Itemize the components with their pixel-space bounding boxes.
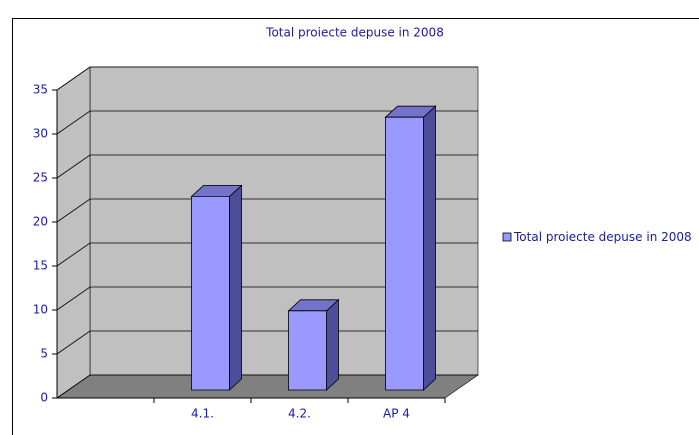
- bar: [287, 298, 340, 391]
- y-tick-label: 20: [33, 215, 48, 229]
- grid-line: [56, 242, 478, 267]
- y-tick-label: 0: [40, 391, 48, 405]
- legend-label: Total proiecte depuse in 2008: [514, 230, 692, 244]
- y-tick-label: 5: [40, 347, 48, 361]
- bar-front: [385, 116, 424, 391]
- y-tick-label: 25: [33, 171, 48, 185]
- grid-line: [56, 374, 478, 399]
- bar-side: [229, 184, 242, 391]
- grid-line: [56, 198, 478, 223]
- grid-line: [56, 330, 478, 355]
- grid-line: [56, 110, 478, 135]
- bar-side: [423, 105, 436, 391]
- y-tick-label: 15: [33, 259, 48, 273]
- grid-line: [56, 286, 478, 311]
- grid-line: [56, 154, 478, 179]
- bar: [384, 105, 437, 391]
- y-tick-label: 35: [33, 83, 48, 97]
- y-tick-label: 30: [33, 127, 48, 141]
- legend-swatch: [502, 232, 512, 242]
- x-tick-label: 4.2.: [288, 407, 311, 421]
- side-wall: [56, 66, 91, 399]
- x-tick-label: AP 4: [383, 407, 410, 421]
- bar-side: [326, 298, 339, 391]
- chart-title: Total proiecte depuse in 2008: [265, 26, 444, 40]
- y-tick-label: 10: [33, 303, 48, 317]
- grid-line: [56, 66, 478, 91]
- bar-front: [288, 310, 327, 391]
- x-tick-label: 4.1.: [191, 407, 214, 421]
- bar: [190, 184, 243, 391]
- bar-front: [191, 195, 230, 391]
